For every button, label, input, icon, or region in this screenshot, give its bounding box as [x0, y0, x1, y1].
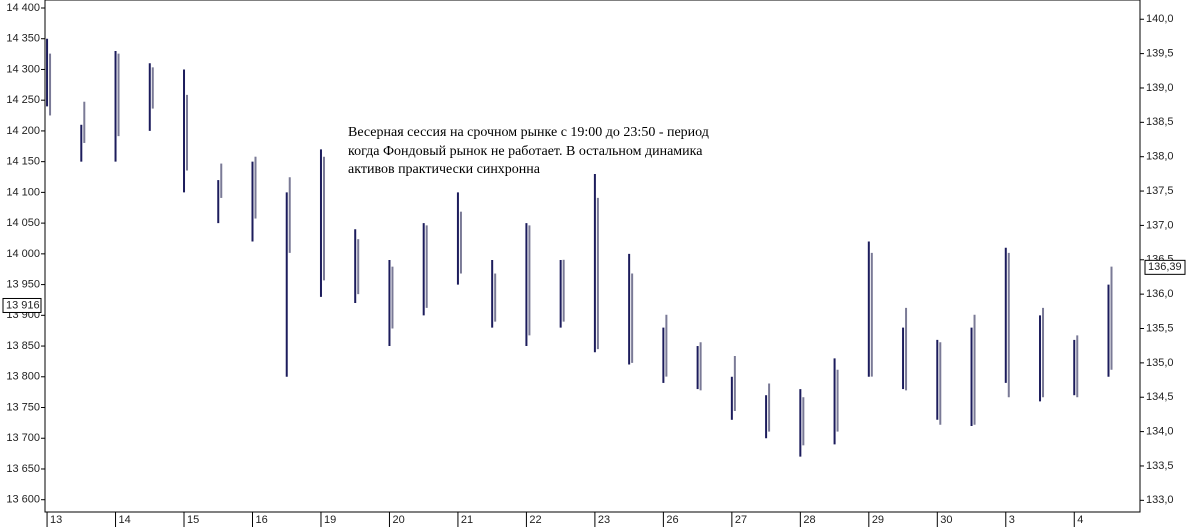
y-tick-label: 14 000 — [6, 248, 40, 260]
y-tick-label: 14 050 — [6, 217, 40, 229]
y2-tick-label: 134,5 — [1146, 391, 1174, 403]
y-tick-label: 13 600 — [6, 494, 40, 506]
y2-tick-label: 138,5 — [1146, 116, 1174, 128]
y2-tick-label: 136,0 — [1146, 288, 1174, 300]
x-tick-label: 28 — [803, 514, 815, 526]
y-tick-label: 14 300 — [6, 63, 40, 75]
x-tick-label: 19 — [324, 514, 336, 526]
annotation: активов практически синхронна — [348, 162, 541, 177]
annotation: когда Фондовый рынок не работает. В оста… — [348, 144, 703, 159]
x-tick-label: 21 — [461, 514, 473, 526]
last-value-label: 13 916 — [6, 299, 40, 311]
plot-frame — [44, 0, 1141, 513]
y-tick-label: 14 200 — [6, 125, 40, 137]
y2-tick-label: 139,5 — [1146, 48, 1174, 60]
x-tick-label: 4 — [1077, 514, 1083, 526]
last-value-label: 136,39 — [1148, 261, 1182, 273]
x-tick-label: 3 — [1009, 514, 1015, 526]
last-value-box — [1144, 259, 1186, 275]
x-tick-label: 27 — [735, 514, 747, 526]
x-tick-label: 13 — [50, 514, 62, 526]
y2-tick-label: 135,5 — [1146, 322, 1174, 334]
y-tick-label: 13 950 — [6, 278, 40, 290]
x-tick-label: 23 — [598, 514, 610, 526]
x-tick-label: 22 — [529, 514, 541, 526]
y-tick-label: 14 150 — [6, 156, 40, 168]
y2-tick-label: 139,0 — [1146, 82, 1174, 94]
x-tick-label: 29 — [872, 514, 884, 526]
x-tick-label: 14 — [119, 514, 131, 526]
y2-tick-label: 137,0 — [1146, 219, 1174, 231]
y2-tick-label: 135,0 — [1146, 357, 1174, 369]
x-tick-label: 20 — [392, 514, 404, 526]
y-tick-label: 13 650 — [6, 463, 40, 475]
y-tick-label: 13 750 — [6, 401, 40, 413]
y2-tick-label: 140,0 — [1146, 13, 1174, 25]
y-tick-label: 13 850 — [6, 340, 40, 352]
y2-tick-label: 138,0 — [1146, 151, 1174, 163]
y-tick-label: 13 800 — [6, 371, 40, 383]
x-tick-label: 26 — [666, 514, 678, 526]
y-tick-label: 14 250 — [6, 94, 40, 106]
x-tick-label: 15 — [187, 514, 199, 526]
y-tick-label: 13 700 — [6, 432, 40, 444]
y-tick-label: 14 100 — [6, 186, 40, 198]
y-tick-label: 14 400 — [6, 2, 40, 14]
y2-tick-label: 134,0 — [1146, 425, 1174, 437]
x-tick-label: 30 — [940, 514, 952, 526]
annotation: Весерная сессия на срочном рынке с 19:00… — [348, 125, 709, 140]
last-value-box — [2, 297, 42, 313]
y2-tick-label: 133,0 — [1146, 494, 1174, 506]
x-tick-label: 16 — [255, 514, 267, 526]
y2-tick-label: 137,5 — [1146, 185, 1174, 197]
y-tick-label: 14 350 — [6, 33, 40, 45]
y2-tick-label: 133,5 — [1146, 460, 1174, 472]
